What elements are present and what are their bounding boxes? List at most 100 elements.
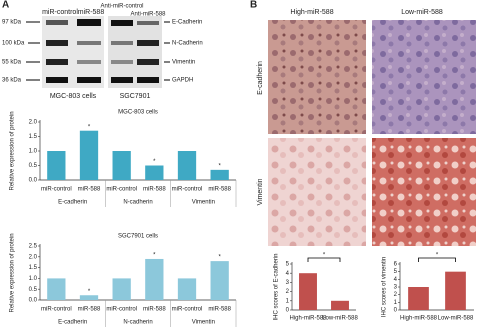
series-label: miR-588 xyxy=(78,307,101,313)
y-axis-label: IHC scores of vimentin xyxy=(382,257,388,317)
marker-label: 100 kDa xyxy=(2,41,25,47)
blot xyxy=(42,16,162,88)
y-tick-label: 2.5 xyxy=(29,244,38,250)
series-label: miR-control xyxy=(106,307,137,313)
series-label: miR-control xyxy=(41,307,72,313)
significance-bracket xyxy=(307,257,341,262)
annotation: * xyxy=(436,253,439,259)
protein-label: GAPDH xyxy=(172,78,193,84)
bar xyxy=(47,151,66,180)
bar xyxy=(177,278,197,300)
bar xyxy=(445,271,466,310)
y-tick-label: 1 xyxy=(286,298,290,304)
category-label: E-cadherin xyxy=(58,200,87,206)
y-tick-label: 3 xyxy=(286,280,290,286)
ihc-image xyxy=(268,138,366,246)
series-label: miR-control xyxy=(41,187,72,193)
bar xyxy=(112,278,131,300)
series-label: miR-588 xyxy=(78,187,101,193)
lane-label: miR-control xyxy=(42,9,78,16)
y-tick-label: 1.5 xyxy=(29,134,38,140)
bar xyxy=(79,130,99,180)
y-tick-label: 1 xyxy=(394,300,398,306)
y-tick-label: 5 xyxy=(286,262,290,268)
bar xyxy=(112,151,131,180)
y-tick-label: 0.5 xyxy=(29,163,38,169)
series-label: miR-588 xyxy=(143,187,166,193)
column-label: Low-miR-588 xyxy=(401,9,443,16)
category-label: N-cadherin xyxy=(123,200,152,206)
cell-line-label: MGC-803 cells xyxy=(50,93,97,100)
bar xyxy=(210,261,229,300)
category-label: Vimentin xyxy=(192,200,215,206)
x-tick-label: High-miR-588 xyxy=(400,316,438,322)
y-tick-label: 0 xyxy=(286,308,290,314)
y-tick-label: 5 xyxy=(394,269,398,275)
bar xyxy=(331,300,349,310)
series-label: miR-control xyxy=(172,307,203,313)
y-axis-label: IHC scores of E-cadherin xyxy=(274,253,280,320)
ihc-image xyxy=(268,20,366,134)
y-tick-label: 1.0 xyxy=(29,276,38,282)
panel-label: B xyxy=(250,0,257,11)
bar xyxy=(47,278,66,300)
y-tick-label: 1.5 xyxy=(29,265,38,271)
y-tick-label: 4 xyxy=(286,271,290,277)
series-label: miR-control xyxy=(172,187,203,193)
chart-title: SGC7901 cells xyxy=(118,234,158,240)
bar xyxy=(79,295,99,300)
y-tick-label: 4 xyxy=(394,277,398,283)
bar xyxy=(145,258,164,300)
protein-label: N-Cadherin xyxy=(172,41,203,47)
category-label: E-cadherin xyxy=(58,320,87,326)
lane-label: miR-588 xyxy=(78,9,105,16)
annotation: * xyxy=(153,159,156,165)
row-label: Vimentin xyxy=(257,178,264,205)
category-label: N-cadherin xyxy=(123,320,152,326)
x-tick-label: Low-miR-588 xyxy=(322,316,358,322)
marker-label: 97 kDa xyxy=(2,20,22,26)
chart-title: MGC-803 cells xyxy=(118,110,158,116)
series-label: miR-control xyxy=(106,187,137,193)
y-tick-label: 0.0 xyxy=(29,178,38,184)
protein-label: Vimentin xyxy=(172,60,195,66)
bar xyxy=(177,151,197,180)
marker-label: 36 kDa xyxy=(2,78,22,84)
y-tick-label: 0.0 xyxy=(29,298,38,304)
y-tick-label: 2.0 xyxy=(29,254,38,260)
annotation: * xyxy=(88,124,91,130)
series-label: miR-588 xyxy=(208,187,231,193)
annotation: * xyxy=(218,255,221,261)
y-axis-label: Relative expression of protein xyxy=(10,233,16,312)
bar xyxy=(210,169,229,180)
marker-label: 55 kDa xyxy=(2,60,22,66)
y-tick-label: 3 xyxy=(394,285,398,291)
y-tick-label: 6 xyxy=(394,262,398,268)
annotation: * xyxy=(153,253,156,259)
x-tick-label: High-miR-588 xyxy=(289,316,327,322)
x-tick-label: Low-miR-588 xyxy=(438,316,474,322)
series-label: miR-588 xyxy=(208,307,231,313)
protein-label: E-Cadherin xyxy=(172,20,202,26)
annotation: * xyxy=(323,253,326,259)
lane-label: Anti-miR-588 xyxy=(130,12,166,18)
series-label: miR-588 xyxy=(143,307,166,313)
bar xyxy=(299,273,317,310)
y-tick-label: 0.5 xyxy=(29,287,38,293)
y-tick-label: 2 xyxy=(286,289,290,295)
bar xyxy=(408,287,429,310)
cell-line-label: SGC7901 xyxy=(120,93,151,100)
arrows xyxy=(26,21,170,81)
y-axis-label: Relative expression of protein xyxy=(10,111,16,190)
significance-bracket xyxy=(418,257,456,262)
y-tick-label: 1.0 xyxy=(29,149,38,155)
panel-label: A xyxy=(2,0,9,11)
column-label: High-miR-588 xyxy=(290,9,333,16)
y-tick-label: 0 xyxy=(394,308,398,314)
y-tick-label: 2 xyxy=(394,292,398,298)
row-label: E-cadherin xyxy=(257,61,264,95)
annotation: * xyxy=(88,289,91,295)
category-label: Vimentin xyxy=(192,320,215,326)
